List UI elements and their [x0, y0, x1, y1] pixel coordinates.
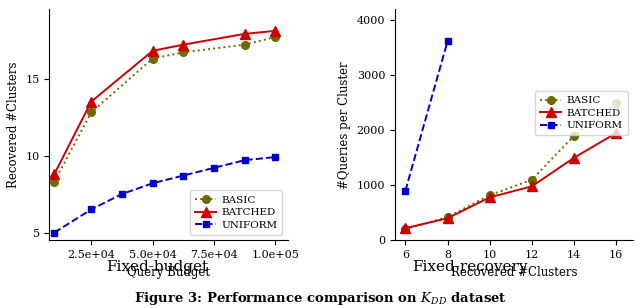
UNIFORM	[51, 231, 58, 234]
UNIFORM	[444, 39, 451, 43]
X-axis label: Query Budget: Query Budget	[127, 265, 210, 278]
BATCHED	[241, 32, 248, 36]
Legend: BASIC, BATCHED, UNIFORM: BASIC, BATCHED, UNIFORM	[535, 91, 628, 136]
BATCHED	[148, 49, 156, 53]
Legend: BASIC, BATCHED, UNIFORM: BASIC, BATCHED, UNIFORM	[190, 190, 282, 235]
BASIC	[444, 215, 451, 219]
BATCHED	[179, 43, 187, 47]
X-axis label: Recovered #Clusters: Recovered #Clusters	[451, 265, 577, 278]
BATCHED	[570, 156, 578, 160]
UNIFORM	[88, 208, 95, 211]
UNIFORM	[118, 192, 125, 196]
BASIC	[179, 51, 187, 54]
UNIFORM	[271, 155, 279, 159]
Line: UNIFORM: UNIFORM	[403, 38, 451, 194]
BASIC	[570, 134, 578, 138]
Text: Figure 3: Performance comparison on $K_{DD}$ dataset: Figure 3: Performance comparison on $K_{…	[134, 290, 506, 307]
UNIFORM	[401, 189, 409, 192]
Line: BASIC: BASIC	[51, 33, 279, 185]
BASIC	[528, 178, 536, 182]
BATCHED	[444, 217, 451, 220]
BATCHED	[401, 226, 409, 230]
BATCHED	[51, 172, 58, 176]
BATCHED	[486, 196, 493, 199]
BATCHED	[88, 100, 95, 103]
BASIC	[241, 43, 248, 47]
UNIFORM	[210, 166, 218, 170]
BASIC	[51, 180, 58, 184]
BASIC	[486, 193, 493, 197]
BASIC	[401, 227, 409, 231]
BASIC	[148, 57, 156, 60]
Line: BATCHED: BATCHED	[401, 128, 621, 233]
BATCHED	[271, 29, 279, 33]
Text: Fixed-budget: Fixed-budget	[106, 260, 208, 274]
BASIC	[88, 111, 95, 114]
Text: Fixed-recovery: Fixed-recovery	[413, 260, 528, 274]
UNIFORM	[179, 174, 187, 177]
BATCHED	[528, 184, 536, 188]
Line: UNIFORM: UNIFORM	[51, 154, 278, 236]
Y-axis label: Recovered #Clusters: Recovered #Clusters	[7, 62, 20, 188]
BASIC	[271, 35, 279, 39]
Line: BATCHED: BATCHED	[50, 26, 280, 179]
UNIFORM	[241, 158, 248, 162]
Y-axis label: #Queries per Cluster: #Queries per Cluster	[338, 61, 351, 188]
BASIC	[612, 101, 620, 105]
UNIFORM	[148, 181, 156, 185]
BATCHED	[612, 131, 620, 135]
Line: BASIC: BASIC	[401, 99, 620, 233]
